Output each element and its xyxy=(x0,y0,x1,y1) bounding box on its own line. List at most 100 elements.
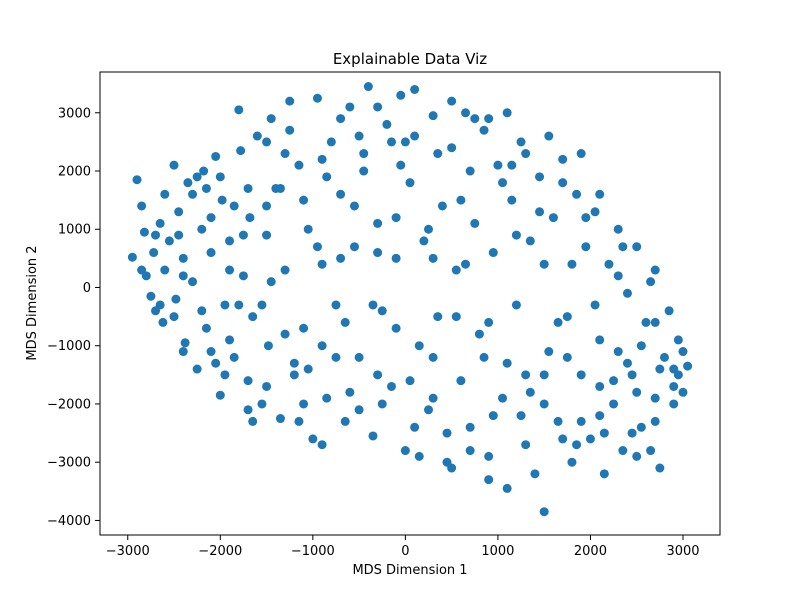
y-tick-label: −3000 xyxy=(47,456,91,471)
scatter-point xyxy=(363,82,373,92)
scatter-point xyxy=(516,411,526,421)
scatter-point xyxy=(405,178,415,188)
scatter-point xyxy=(595,411,605,421)
scatter-point xyxy=(238,271,248,281)
scatter-point xyxy=(636,422,646,432)
scatter-point xyxy=(164,236,174,246)
scatter-point xyxy=(331,300,341,310)
scatter-point xyxy=(659,352,669,362)
scatter-point xyxy=(461,259,471,269)
scatter-point xyxy=(521,440,531,450)
scatter-point xyxy=(308,434,318,444)
scatter-point xyxy=(178,271,188,281)
scatter-point xyxy=(299,399,309,409)
scatter-point xyxy=(257,399,267,409)
scatter-point xyxy=(169,160,179,170)
scatter-point xyxy=(354,131,364,141)
scatter-point xyxy=(275,414,285,424)
scatter-point xyxy=(229,201,239,211)
scatter-point xyxy=(322,393,332,403)
scatter-point xyxy=(456,195,466,205)
scatter-point xyxy=(225,236,235,246)
scatter-point xyxy=(609,399,619,409)
scatter-point xyxy=(632,451,642,461)
scatter-point xyxy=(391,253,401,263)
scatter-point xyxy=(507,195,517,205)
scatter-point xyxy=(636,341,646,351)
scatter-point xyxy=(158,317,168,327)
scatter-point xyxy=(433,312,443,322)
scatter-point xyxy=(410,84,420,94)
scatter-point xyxy=(581,213,591,223)
scatter-point xyxy=(312,242,322,252)
scatter-point xyxy=(354,352,364,362)
scatter-point xyxy=(174,207,184,217)
scatter-point xyxy=(530,469,540,479)
scatter-point xyxy=(595,189,605,199)
scatter-point xyxy=(317,341,327,351)
scatter-point xyxy=(280,149,290,159)
scatter-point xyxy=(225,265,235,275)
y-tick-label: 2000 xyxy=(58,165,91,180)
scatter-point xyxy=(609,376,619,386)
scatter-point xyxy=(217,195,227,205)
scatter-point xyxy=(428,111,438,121)
scatter-point xyxy=(206,347,216,357)
scatter-point xyxy=(562,352,572,362)
scatter-point xyxy=(262,381,272,391)
scatter-point xyxy=(252,131,262,141)
scatter-point xyxy=(535,207,545,217)
scatter-point xyxy=(678,347,688,357)
scatter-point xyxy=(340,416,350,426)
y-tick-label: 3000 xyxy=(58,106,91,121)
scatter-point xyxy=(498,393,508,403)
y-tick-label: −1000 xyxy=(47,339,91,354)
scatter-point xyxy=(386,381,396,391)
scatter-point xyxy=(590,207,600,217)
y-axis: −4000 −3000 −2000 −1000 0 1000 2000 3000 xyxy=(47,106,100,529)
scatter-point xyxy=(192,172,202,182)
scatter-point xyxy=(188,189,198,199)
scatter-point xyxy=(137,201,147,211)
scatter-point xyxy=(678,387,688,397)
scatter-point xyxy=(410,422,420,432)
scatter-point xyxy=(581,242,591,252)
scatter-point xyxy=(410,131,420,141)
scatter-point xyxy=(248,416,258,426)
scatter-point xyxy=(201,323,211,333)
scatter-point xyxy=(451,312,461,322)
scatter-point xyxy=(400,446,410,456)
scatter-point xyxy=(428,393,438,403)
scatter-point xyxy=(414,451,424,461)
scatter-point xyxy=(414,341,424,351)
scatter-point xyxy=(326,137,336,147)
scatter-point xyxy=(197,306,207,316)
scatter-point xyxy=(377,306,387,316)
scatter-point xyxy=(132,175,142,185)
scatter-point xyxy=(576,370,586,380)
scatter-point xyxy=(262,230,272,240)
scatter-point xyxy=(627,370,637,380)
x-axis-label: MDS Dimension 1 xyxy=(352,563,467,578)
scatter-point xyxy=(493,160,503,170)
scatter-point xyxy=(585,434,595,444)
scatter-point xyxy=(349,242,359,252)
scatter-point xyxy=(664,306,674,316)
scatter-point xyxy=(622,288,632,298)
scatter-point xyxy=(646,446,656,456)
scatter-point xyxy=(599,469,609,479)
scatter-point xyxy=(149,248,159,258)
scatter-point xyxy=(373,102,383,112)
scatter-point xyxy=(539,507,549,517)
scatter-point xyxy=(479,352,489,362)
scatter-point xyxy=(502,108,512,118)
scatter-point xyxy=(354,405,364,415)
scatter-point xyxy=(502,483,512,493)
scatter-point xyxy=(229,352,239,362)
scatter-point xyxy=(139,227,149,237)
x-tick-label: −3000 xyxy=(106,544,150,559)
scatter-point xyxy=(618,242,628,252)
scatter-point xyxy=(488,411,498,421)
scatter-point xyxy=(178,347,188,357)
scatter-point xyxy=(197,224,207,234)
